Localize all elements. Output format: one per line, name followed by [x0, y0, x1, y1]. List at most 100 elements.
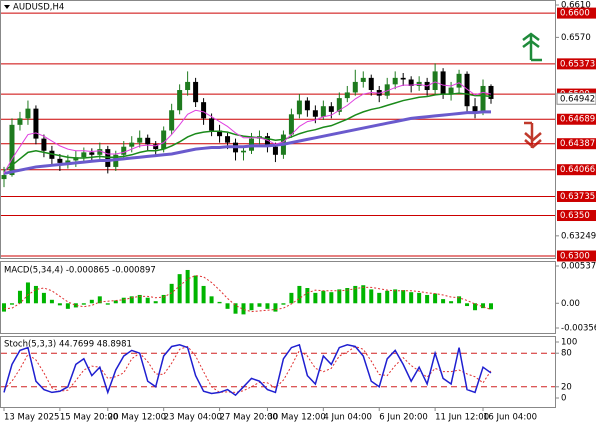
macd-bar [457, 296, 462, 304]
candle-body [217, 130, 223, 137]
candle-body [121, 146, 127, 155]
candle-body [344, 92, 350, 99]
level-label-bg [557, 113, 596, 125]
level-label: 0.64689 [560, 115, 595, 125]
macd-bar [65, 303, 70, 309]
moving-average [3, 92, 492, 172]
moving-average [3, 110, 491, 175]
level-label-bg [557, 190, 596, 202]
candle-body [129, 142, 135, 147]
signal-line [3, 275, 492, 313]
candle-body [320, 106, 326, 117]
macd-bar [353, 285, 358, 304]
candle-body [480, 85, 486, 112]
x-tick-label: 4 Jun 04:00 [323, 413, 372, 423]
macd-bar [289, 292, 294, 304]
y-tick-label: 80 [561, 349, 572, 359]
macd-bar [321, 290, 326, 304]
candle-body [368, 77, 374, 91]
macd-bar [41, 292, 46, 304]
candle-body [105, 149, 111, 167]
level-label-bg [557, 210, 596, 222]
macd-bar [409, 292, 414, 304]
macd-bar [193, 275, 198, 304]
macd-bar [73, 303, 78, 308]
x-tick-label: 16 Jun 04:00 [483, 413, 537, 423]
macd-bar [177, 274, 182, 304]
macd-bar [185, 269, 190, 304]
level-label: 0.64387 [560, 139, 595, 149]
x-tick-label: 6 Jun 20:00 [379, 413, 428, 423]
level-label-bg [557, 138, 596, 150]
macd-bar [417, 292, 422, 304]
candle-body [1, 175, 7, 180]
candle-body [161, 130, 167, 150]
candle-body [89, 152, 95, 155]
macd-bar [33, 285, 38, 304]
candle-body [57, 158, 63, 163]
macd-bar [57, 303, 62, 306]
level-label: 0.63735 [560, 192, 595, 202]
macd-bar [265, 303, 270, 309]
chart-title: AUDUSD,H4 [13, 3, 64, 13]
macd-bar [113, 300, 118, 304]
candle-body [209, 118, 215, 131]
macd-bar [313, 292, 318, 304]
level-label: 0.64066 [560, 165, 595, 175]
x-tick-label: 23 May 04:00 [164, 413, 222, 423]
level-label-bg [557, 7, 596, 19]
level-label-bg [557, 58, 596, 70]
macd-bar [217, 301, 222, 304]
symbol-menu-icon [4, 5, 10, 9]
macd-bar [257, 303, 262, 307]
last-price-bg [556, 92, 596, 105]
candle-body [241, 150, 247, 153]
macd-title: MACD(5,34,4) -0.000865 -0.000897 [4, 266, 156, 276]
candle-body [304, 100, 310, 111]
y-tick-label: 20 [561, 382, 572, 392]
candle-body [177, 90, 183, 111]
macd-bar [169, 283, 174, 304]
candle-body [25, 108, 31, 119]
y-tick-label: 0.005373 [561, 262, 596, 272]
macd-bar [273, 303, 278, 312]
macd-bar [297, 285, 302, 304]
macd-bar [473, 303, 478, 311]
y-tick-label: 0.6570 [561, 33, 591, 43]
y-tick-label: 100 [561, 338, 577, 348]
candle-body [145, 137, 151, 145]
candle-body [153, 144, 159, 150]
macd-bar [329, 292, 334, 304]
candle-body [400, 77, 406, 80]
macd-bar [401, 290, 406, 304]
candle-body [33, 108, 39, 139]
x-tick-label: 11 Jun 12:00 [435, 413, 489, 423]
candle-body [65, 160, 71, 163]
macd-bar [9, 303, 14, 305]
level-label: 0.6600 [560, 9, 590, 19]
candle-body [432, 71, 438, 91]
candle-body [225, 136, 231, 143]
y-tick-label: 0.63249 [561, 231, 596, 241]
macd-bar [225, 303, 230, 309]
candle-body [296, 100, 302, 115]
y-tick-label: 0 [561, 394, 566, 404]
up-arrow [522, 32, 542, 62]
macd-bar [441, 299, 446, 304]
stoch-title: Stoch(5,3,3) 44.7699 48.8981 [4, 340, 132, 350]
macd-bar [145, 297, 150, 304]
macd-bar [489, 303, 493, 310]
y-tick-label: -0.003564 [561, 324, 596, 334]
candle-body [336, 98, 342, 112]
candle-body [41, 138, 47, 151]
level-label-bg [557, 250, 596, 262]
candle-body [448, 87, 454, 95]
candle-body [312, 110, 318, 117]
candle-body [9, 124, 15, 176]
candle-body [392, 77, 398, 85]
candle-body [352, 81, 358, 93]
y-tick-label: 0.00 [561, 299, 580, 309]
price-panel [0, 0, 556, 259]
candle-body [17, 118, 23, 125]
